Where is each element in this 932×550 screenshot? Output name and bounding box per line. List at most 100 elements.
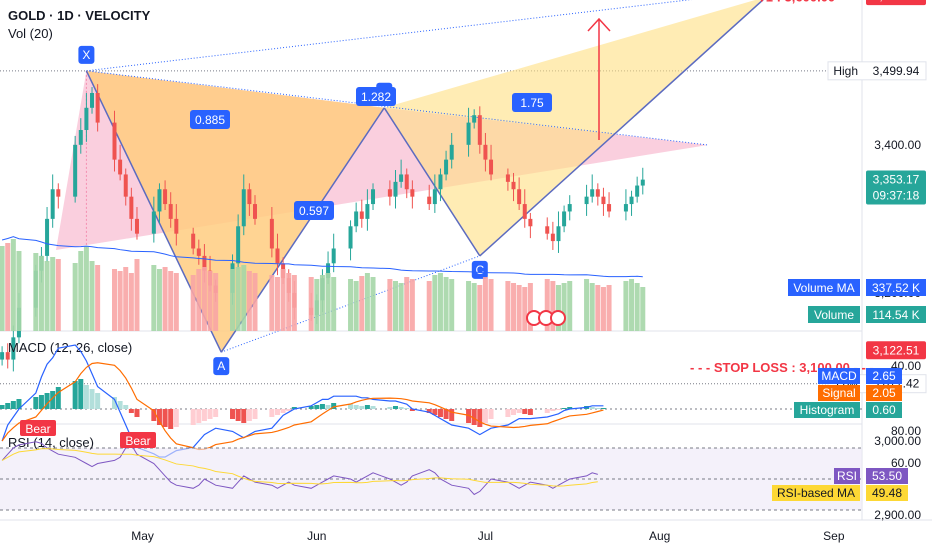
volume-legend-name [808, 306, 860, 323]
candle-body [78, 130, 83, 145]
volume-bar [393, 281, 398, 331]
macd-histogram-bar [466, 409, 472, 423]
volume-legend-value-text: 337.52 K [872, 281, 920, 295]
macd-histogram-bar [112, 397, 117, 409]
macd-histogram-bar [398, 407, 404, 409]
volume-bar [83, 246, 89, 331]
macd-histogram-bar [555, 409, 561, 410]
volume-bar [196, 269, 202, 331]
level-marker-name: High [833, 64, 858, 78]
candle-body [123, 174, 128, 197]
volume-legend-value-text: 114.54 K [872, 308, 919, 322]
volume-bar [55, 259, 61, 331]
volume-legend-name [788, 279, 860, 296]
volume-bar [190, 275, 196, 331]
macd-histogram-bar [600, 408, 606, 409]
macd-histogram-bar [527, 409, 533, 415]
volume-bar [308, 277, 314, 331]
candle-body [236, 226, 241, 264]
macd-legend-value-text: 2.05 [872, 386, 896, 400]
level-marker [827, 61, 927, 81]
volume-bar [213, 273, 219, 331]
macd-histogram-bar [550, 409, 556, 411]
macd-histogram-bar [128, 409, 134, 413]
volume-pane [0, 236, 646, 331]
macd-histogram-bar [353, 405, 359, 409]
volume-bar [432, 275, 438, 331]
candle-body [522, 204, 527, 219]
macd-histogram-bar [190, 409, 196, 425]
candle-body [331, 248, 336, 264]
bear-signal-label [20, 420, 56, 436]
time-tick-label: Aug [649, 529, 670, 543]
volume-bar [527, 283, 533, 331]
candle-body [275, 248, 280, 264]
candle-body [404, 174, 409, 190]
ratio-label [294, 201, 334, 220]
macd-histogram-bar [134, 409, 140, 417]
candle-body [562, 211, 567, 227]
countdown-text: 09:37:18 [873, 189, 920, 203]
candle-body [157, 189, 162, 212]
pattern-fill-xab [86, 70, 385, 353]
volume-bar [325, 273, 331, 331]
candle-body [95, 92, 100, 123]
candle-body [550, 233, 555, 242]
macd-pane[interactable]: MACD (12, 26, close)40.00 [0, 340, 921, 458]
volume-bar [640, 287, 646, 331]
candle-body [269, 218, 274, 249]
price-tick-label: 3,400.00 [874, 138, 921, 152]
macd-histogram-bar [511, 409, 517, 415]
candle-body [371, 189, 376, 205]
candle-body [483, 144, 488, 160]
volume-bar [589, 283, 595, 331]
target-arrow-head [587, 17, 611, 32]
macd-legend-name [794, 402, 860, 418]
macd-histogram-bar [252, 409, 258, 419]
volume-bar [511, 283, 517, 331]
volume-legend-value [866, 306, 926, 323]
macd-histogram-bar [589, 407, 595, 409]
macd-legend-value-text: 2.65 [872, 369, 896, 383]
macd-histogram-bar [241, 409, 247, 423]
volume-bar [550, 281, 556, 331]
macd-histogram-bar [156, 409, 162, 425]
volume-bar [117, 271, 123, 331]
time-tick-label: Sep [823, 529, 845, 543]
volume-bar [230, 269, 236, 331]
macd-histogram-bar [319, 404, 325, 409]
candle-body [556, 226, 561, 242]
xd-guide-line [86, 0, 692, 72]
volume-bar [600, 287, 606, 331]
candle-body [640, 179, 645, 186]
candle-body [432, 189, 437, 205]
pattern-point-text: X [82, 48, 90, 62]
macd-histogram-bar [117, 401, 123, 409]
macd-histogram-bar [522, 409, 528, 414]
volume-bar [0, 246, 5, 331]
macd-histogram-bar [505, 409, 511, 417]
volume-bar [505, 281, 511, 331]
macd-histogram-bar [477, 409, 483, 427]
macd-histogram-bar [168, 409, 174, 429]
macd-signal-line [1, 362, 604, 451]
macd-histogram-bar [432, 409, 438, 415]
candle-body [118, 159, 123, 175]
candle-body [326, 263, 331, 279]
candle-body [629, 196, 634, 205]
candle-body [567, 204, 572, 212]
volume-bar [370, 277, 376, 331]
candle-body [505, 174, 510, 182]
macd-histogram-bar [314, 405, 320, 409]
candle-body [489, 159, 494, 175]
macd-histogram-bar [280, 409, 286, 413]
macd-legend-name [818, 385, 860, 401]
volume-bar [629, 279, 635, 331]
macd-histogram-bar [393, 406, 398, 409]
chart-title: GOLD · 1D · VELOCITY [8, 8, 151, 23]
macd-histogram-bar [516, 409, 522, 413]
volume-bar [274, 277, 280, 331]
